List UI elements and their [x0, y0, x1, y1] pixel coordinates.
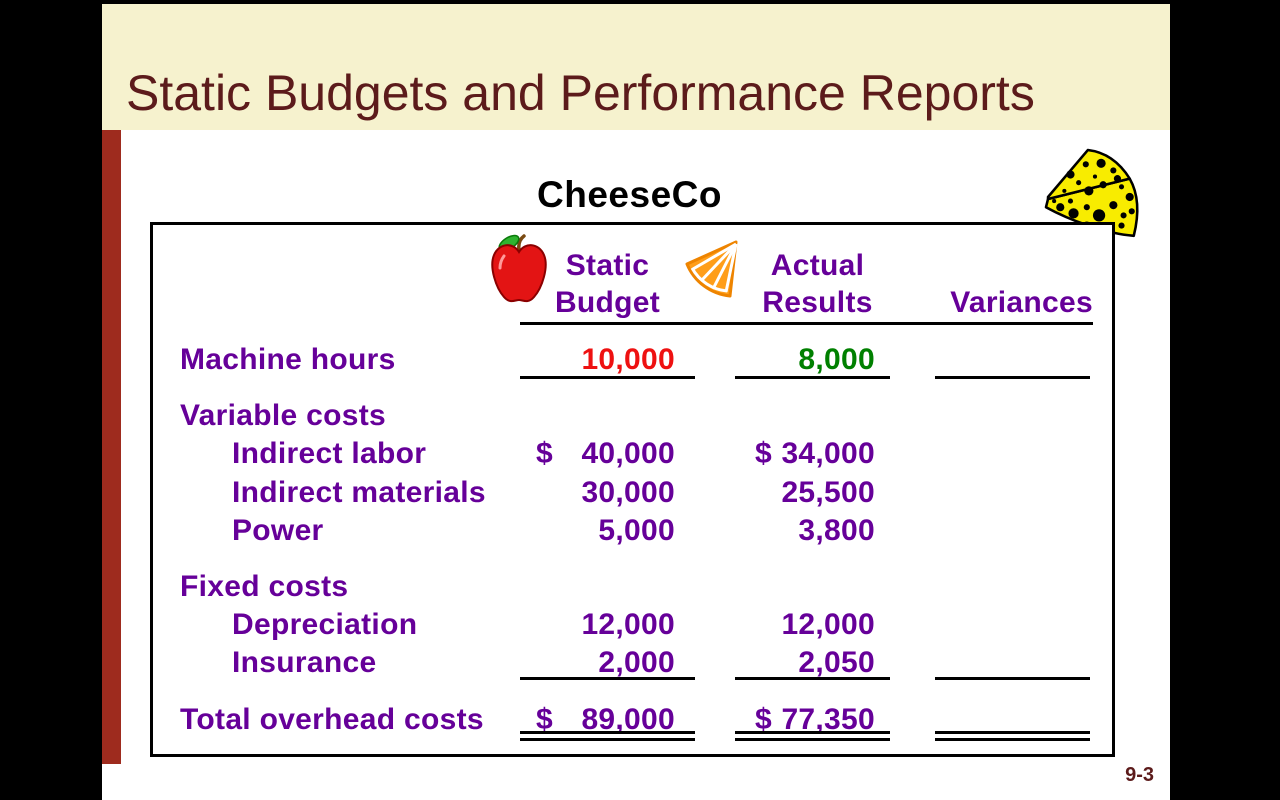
column-header-variances: Variances: [950, 286, 1093, 319]
budget-value: $89,000: [520, 703, 675, 737]
row-label: Insurance: [232, 646, 377, 679]
table-row-power: Power 5,000 3,800: [153, 514, 1112, 548]
header-results: Results: [762, 286, 873, 319]
table-row-fixed-costs: Fixed costs: [153, 570, 1112, 604]
dollar-sign: $: [536, 703, 553, 736]
double-underline-variance: [935, 731, 1090, 741]
column-header-static-budget: Static Budget: [520, 247, 695, 321]
underline-variance: [935, 376, 1090, 379]
column-header-actual-results: Actual Results: [735, 247, 900, 321]
section-label: Variable costs: [180, 399, 386, 432]
company-name: CheeseCo: [537, 174, 722, 215]
performance-report-table: Static Budget Actual Results Variances Mac…: [150, 222, 1115, 757]
row-label: Depreciation: [232, 608, 418, 641]
row-label: Indirect labor: [232, 437, 427, 470]
double-underline-budget: [520, 731, 695, 741]
actual-value: $77,350: [735, 703, 875, 737]
budget-value: 5,000: [598, 514, 675, 547]
row-label: Total overhead costs: [180, 703, 484, 736]
cheese-wedge-icon: [1044, 148, 1139, 238]
double-underline-actual: [735, 731, 890, 741]
actual-value: 3,800: [798, 514, 875, 547]
table-row-depreciation: Depreciation 12,000 12,000: [153, 608, 1112, 642]
table-row-indirect-materials: Indirect materials 30,000 25,500: [153, 476, 1112, 510]
underline-actual: [735, 376, 890, 379]
table-row-machine-hours: Machine hours 10,000 8,000: [153, 343, 1112, 377]
orange-slice-icon: [685, 240, 738, 298]
section-label: Fixed costs: [180, 570, 349, 603]
underline-actual: [735, 677, 890, 680]
budget-value: 10,000: [581, 343, 675, 376]
table-row-indirect-labor: Indirect labor $40,000 $34,000: [153, 437, 1112, 471]
amount: 77,350: [781, 703, 875, 736]
header-actual: Actual: [770, 249, 865, 282]
page-number: 9-3: [1125, 764, 1154, 786]
actual-value: 25,500: [781, 476, 875, 509]
actual-value: 2,050: [798, 646, 875, 679]
slide: Static Budgets and Performance Reports C…: [102, 4, 1170, 800]
actual-value: 8,000: [798, 343, 875, 376]
row-label: Indirect materials: [232, 476, 486, 509]
slide-title: Static Budgets and Performance Reports: [126, 65, 1035, 121]
amount: 40,000: [581, 437, 675, 470]
row-label: Power: [232, 514, 324, 547]
row-label: Machine hours: [180, 343, 396, 376]
amount: 89,000: [581, 703, 675, 736]
budget-value: 2,000: [598, 646, 675, 679]
dollar-sign: $: [755, 703, 772, 736]
budget-value: 30,000: [581, 476, 675, 509]
table-row-insurance: Insurance 2,000 2,050: [153, 646, 1112, 680]
budget-value: $40,000: [520, 437, 675, 471]
header-budget: Budget: [554, 286, 661, 319]
dollar-sign: $: [755, 437, 772, 470]
actual-value: $34,000: [735, 437, 875, 471]
underline-budget: [520, 677, 695, 680]
left-accent-bar: [102, 130, 121, 764]
underline-budget: [520, 376, 695, 379]
title-band: Static Budgets and Performance Reports: [102, 4, 1170, 130]
table-row-variable-costs: Variable costs: [153, 399, 1112, 433]
dollar-sign: $: [536, 437, 553, 470]
underline-variance: [935, 677, 1090, 680]
actual-value: 12,000: [781, 608, 875, 641]
table-row-total-overhead-costs: Total overhead costs $89,000 $77,350: [153, 703, 1112, 737]
header-underline: [520, 322, 1093, 325]
amount: 34,000: [781, 437, 875, 470]
budget-value: 12,000: [581, 608, 675, 641]
header-static: Static: [565, 249, 650, 282]
apple-icon: [491, 234, 547, 303]
